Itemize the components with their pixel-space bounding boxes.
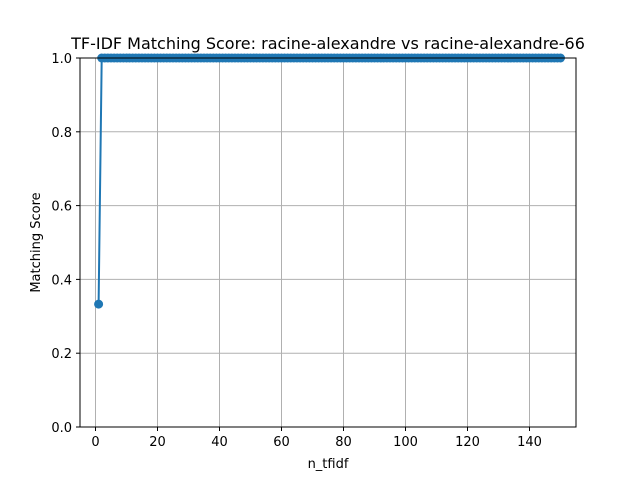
x-tick-label: 120	[455, 435, 480, 450]
axes-frame	[79, 57, 577, 428]
x-tick-label: 60	[273, 435, 290, 450]
x-tick-label: 140	[517, 435, 542, 450]
x-tick-label: 20	[149, 435, 166, 450]
ticks: 0 20 40 60 80 100 120 140 0.0 0.2 0.4 0.6 0.8 1.0	[51, 52, 542, 450]
y-tick-label: 0.2	[51, 347, 72, 362]
y-tick-label: 0.6	[51, 200, 72, 215]
x-tick-label: 40	[211, 435, 228, 450]
y-axis-label: Matching Score	[29, 192, 44, 292]
y-tick-label: 0.0	[51, 421, 72, 436]
data-point	[94, 299, 104, 309]
x-axis-label: n_tfidf	[308, 457, 349, 472]
x-tick-label: 0	[91, 435, 99, 450]
y-tick-label: 0.4	[51, 273, 72, 288]
y-tick-label: 1.0	[51, 52, 72, 67]
chart-title: TF-IDF Matching Score: racine-alexandre …	[70, 34, 585, 53]
x-tick-label: 100	[393, 435, 418, 450]
x-tick-label: 80	[335, 435, 352, 450]
y-tick-label: 0.8	[51, 126, 72, 141]
